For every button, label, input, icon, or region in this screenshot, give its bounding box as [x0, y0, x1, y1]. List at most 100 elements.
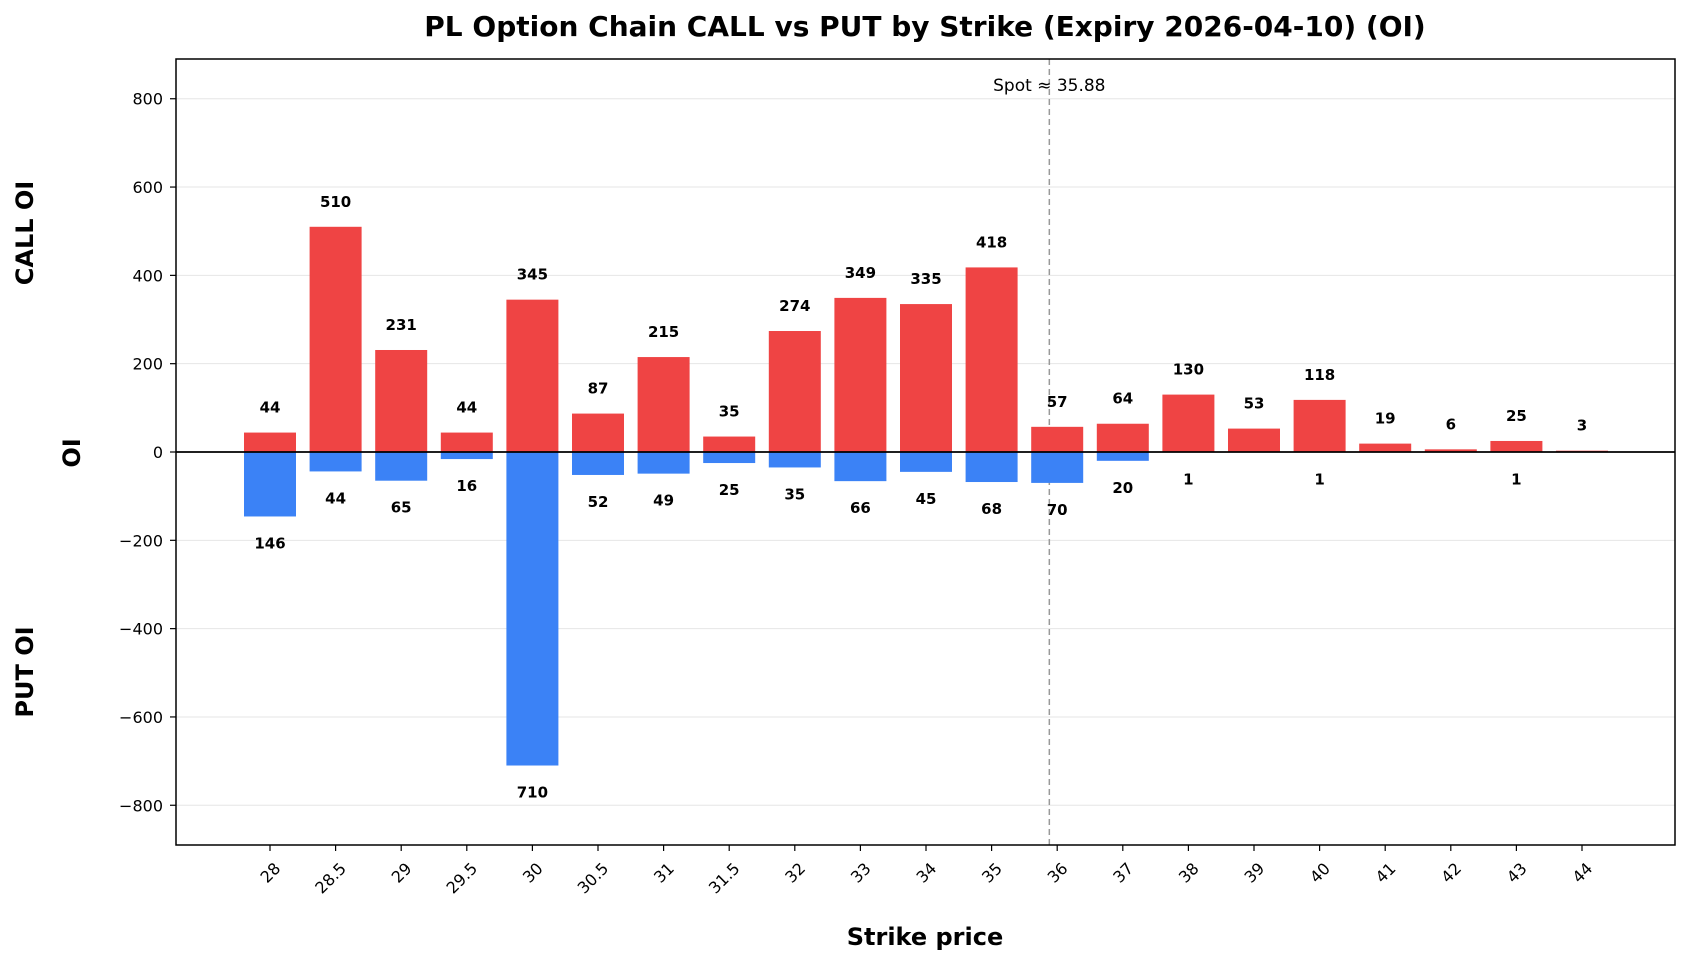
- x-axis: 28 28.5 29 29.5 30 30.5 31 31.5 32 33 34 35 36 37 38 39…: [256, 845, 1596, 898]
- call-bar: [440, 432, 493, 452]
- put-value-label: 35: [784, 485, 805, 503]
- call-value-label: 19: [1375, 410, 1396, 428]
- y-axis-label: OI: [58, 438, 86, 467]
- call-value-label: 87: [588, 380, 609, 398]
- x-tick-label: 34: [912, 859, 940, 887]
- put-value-label: 146: [254, 534, 285, 552]
- call-bar: [1096, 423, 1149, 452]
- call-value-label: 44: [260, 399, 281, 417]
- put-value-label: 66: [850, 499, 871, 517]
- put-bar: [965, 452, 1018, 483]
- call-value-label: 57: [1047, 393, 1068, 411]
- call-bar: [572, 413, 624, 452]
- y-tick-label: 200: [132, 355, 163, 374]
- x-tick-label: 44: [1568, 859, 1596, 887]
- x-tick-label: 42: [1437, 859, 1465, 887]
- call-oi-side-label: CALL OI: [11, 181, 39, 285]
- put-value-label: 49: [653, 492, 674, 510]
- call-bar: [703, 436, 756, 452]
- call-value-label: 118: [1304, 366, 1335, 384]
- call-value-label: 130: [1173, 361, 1204, 379]
- call-bar: [1424, 449, 1477, 452]
- x-tick-label: 28.5: [311, 859, 350, 898]
- put-value-label: 70: [1047, 501, 1068, 519]
- call-value-label: 510: [320, 193, 351, 211]
- put-value-label: 25: [719, 481, 740, 499]
- put-value-label: 52: [588, 493, 609, 511]
- x-tick-label: 32: [781, 859, 809, 887]
- put-bar: [1031, 452, 1084, 483]
- call-value-label: 349: [845, 264, 876, 282]
- call-bar: [768, 331, 821, 452]
- x-tick-label: 39: [1240, 859, 1268, 887]
- call-bar: [1228, 428, 1280, 452]
- call-bar: [834, 297, 887, 452]
- y-tick-label: −600: [119, 708, 163, 727]
- y-tick-label: −200: [119, 531, 163, 550]
- x-tick-label: 38: [1175, 859, 1203, 887]
- x-tick-label: 31: [650, 859, 678, 887]
- call-value-label: 335: [910, 270, 941, 288]
- call-value-label: 3: [1577, 417, 1587, 435]
- call-value-label: 64: [1112, 390, 1133, 408]
- plot-frame: [175, 58, 1676, 846]
- call-value-label: 274: [779, 297, 810, 315]
- put-bar: [1096, 452, 1149, 461]
- put-bar: [309, 452, 362, 472]
- x-tick-label: 28: [256, 859, 284, 887]
- data-labels: 4414651044231654416345710875221549352527…: [254, 193, 1587, 802]
- x-tick-label: 30.5: [574, 859, 613, 898]
- call-bar: [637, 357, 690, 452]
- put-value-label: 20: [1112, 479, 1133, 497]
- call-bar: [1031, 426, 1084, 452]
- x-tick-label: 30: [519, 859, 547, 887]
- y-tick-label: 0: [153, 443, 163, 462]
- x-tick-label: 40: [1306, 859, 1334, 887]
- call-bar: [375, 349, 428, 452]
- call-value-label: 44: [456, 399, 477, 417]
- call-value-label: 231: [386, 316, 417, 334]
- call-bar: [1162, 394, 1215, 452]
- spot-label: Spot ≈ 35.88: [993, 76, 1105, 96]
- call-bar: [900, 304, 952, 452]
- x-tick-label: 29: [388, 859, 416, 887]
- put-bar: [375, 452, 428, 481]
- put-value-label: 1: [1314, 470, 1324, 488]
- put-bar: [768, 452, 821, 468]
- x-tick-label: 29.5: [442, 859, 481, 898]
- call-bar: [309, 226, 362, 452]
- call-bar: [244, 432, 296, 452]
- y-tick-label: 600: [132, 178, 163, 197]
- put-oi-side-label: PUT OI: [11, 626, 39, 717]
- put-bar: [440, 452, 493, 460]
- put-bar: [637, 452, 690, 474]
- call-bar: [965, 267, 1018, 452]
- put-value-label: 44: [325, 489, 346, 507]
- call-value-label: 6: [1446, 415, 1456, 433]
- call-value-label: 35: [719, 403, 740, 421]
- call-value-label: 215: [648, 323, 679, 341]
- call-bar: [1359, 443, 1412, 452]
- y-axis: 800 600 400 200 0 −200 −400 −600 −800: [119, 90, 176, 815]
- call-bar: [506, 299, 559, 452]
- put-bar: [834, 452, 887, 482]
- put-value-label: 16: [456, 477, 477, 495]
- x-tick-label: 37: [1109, 859, 1137, 887]
- x-tick-label: 31.5: [705, 859, 744, 898]
- put-bar: [703, 452, 756, 464]
- call-value-label: 53: [1244, 395, 1265, 413]
- put-bar: [572, 452, 624, 475]
- x-tick-label: 33: [847, 859, 875, 887]
- x-tick-label: 35: [978, 859, 1006, 887]
- x-tick-label: 43: [1503, 859, 1531, 887]
- call-value-label: 345: [517, 266, 548, 284]
- put-value-label: 68: [981, 500, 1002, 518]
- x-tick-label: 41: [1372, 859, 1400, 887]
- put-value-label: 1: [1511, 470, 1521, 488]
- call-value-label: 25: [1506, 407, 1527, 425]
- call-bar: [1490, 440, 1543, 452]
- x-axis-label: Strike price: [847, 923, 1004, 951]
- bars: [244, 226, 1608, 766]
- put-bar: [506, 452, 559, 766]
